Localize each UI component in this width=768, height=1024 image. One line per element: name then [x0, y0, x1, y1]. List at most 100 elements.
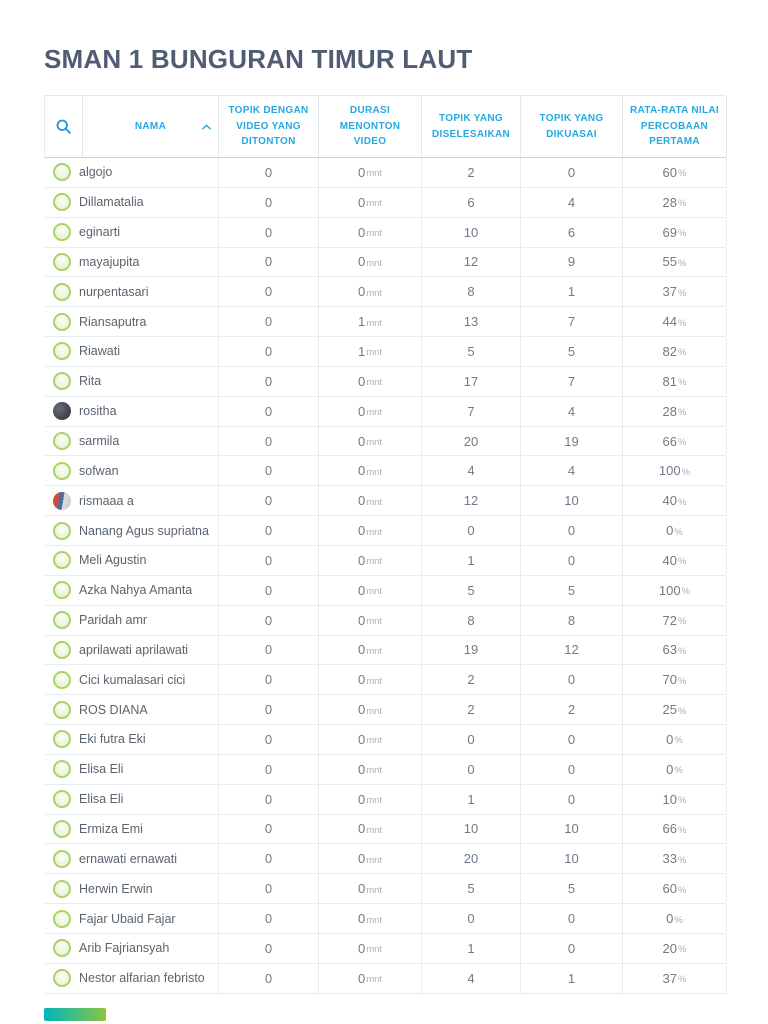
cell-nilai-value: 20 [662, 940, 677, 956]
table-row[interactable]: sarmila 0 0 mnt 20 19 66% [45, 426, 727, 457]
cell-nilai-value: 66 [662, 433, 677, 449]
cell-topik-video: 0 [219, 963, 319, 993]
cell-durasi-unit: mnt [366, 616, 383, 628]
table-row[interactable]: rismaaa a 0 0 mnt 12 10 40% [45, 486, 727, 517]
cell-durasi-value: 0 [357, 403, 366, 419]
table-row[interactable]: ROS DIANA 0 0 mnt 2 2 25% [45, 695, 727, 726]
column-header-nilai[interactable]: RATA-RATA NILAI PERCOBAAN PERTAMA [623, 96, 727, 157]
cell-durasi-value: 0 [357, 493, 366, 509]
table-row[interactable]: Riansaputra 0 1 mnt 13 7 44% [45, 307, 727, 338]
student-avatar [53, 223, 71, 242]
table-row[interactable]: rositha 0 0 mnt 7 4 28% [45, 396, 727, 427]
cell-nilai-value: 25 [662, 702, 677, 718]
cell-topik-video: 0 [219, 545, 319, 575]
table-row[interactable]: Eki futra Eki 0 0 mnt 0 0 0% [45, 725, 727, 755]
table-row[interactable]: Meli Agustin 0 0 mnt 1 0 40% [45, 545, 727, 576]
cell-durasi-unit: mnt [366, 705, 383, 717]
cell-topik-video: 0 [219, 635, 319, 665]
column-header-dikuasai[interactable]: TOPIK YANG DIKUASAI [521, 96, 623, 157]
table-row[interactable]: Fajar Ubaid Fajar 0 0 mnt 0 0 0% [45, 904, 727, 934]
cell-nilai-value: 66 [662, 821, 677, 837]
student-name: ROS DIANA [79, 702, 148, 717]
table-row[interactable]: sofwan 0 0 mnt 4 4 100% [45, 456, 727, 487]
cell-durasi-unit: mnt [366, 466, 383, 478]
student-name: sofwan [79, 463, 119, 478]
cell-selesai: 5 [422, 575, 521, 605]
cell-nilai: 37% [623, 963, 727, 993]
cell-durasi-unit: mnt [366, 526, 383, 538]
cell-nilai: 40% [623, 545, 727, 575]
cell-durasi-unit: mnt [366, 675, 383, 687]
table-row[interactable]: Elisa Eli 0 0 mnt 0 0 0% [45, 754, 727, 785]
cell-nilai-value: 28 [662, 194, 677, 210]
cell-name: rositha [45, 396, 219, 426]
student-avatar [53, 611, 71, 630]
cell-name: Meli Agustin [45, 545, 219, 575]
cell-durasi-value: 0 [357, 523, 366, 539]
column-header-nama[interactable]: NAMA [83, 96, 219, 157]
table-row[interactable]: Cici kumalasari cici 0 0 mnt 2 0 70% [45, 665, 727, 696]
table-row[interactable]: nurpentasari 0 0 mnt 8 1 37% [45, 277, 727, 308]
cell-dikuasai: 6 [521, 217, 623, 247]
table-row[interactable]: ernawati ernawati 0 0 mnt 20 10 33% [45, 844, 727, 875]
cell-nilai: 60% [623, 158, 727, 187]
cell-nilai-unit: % [674, 914, 683, 926]
cell-durasi-unit: mnt [366, 914, 383, 926]
student-avatar [53, 939, 71, 958]
table-row[interactable]: Paridah amr 0 0 mnt 8 8 72% [45, 605, 727, 636]
cell-nilai-value: 0 [666, 731, 674, 747]
table-row[interactable]: Arib Fajriansyah 0 0 mnt 1 0 20% [45, 933, 727, 964]
cell-selesai: 1 [422, 933, 521, 963]
cell-dikuasai: 7 [521, 307, 623, 337]
student-name: Herwin Erwin [79, 881, 153, 896]
cell-durasi: 0 mnt [319, 963, 422, 993]
column-header-selesai[interactable]: TOPIK YANG DISELESAIKAN [422, 96, 521, 157]
student-avatar [53, 342, 71, 361]
table-row[interactable]: Herwin Erwin 0 0 mnt 5 5 60% [45, 874, 727, 905]
student-avatar [53, 551, 71, 570]
table-row[interactable]: mayajupita 0 0 mnt 12 9 55% [45, 247, 727, 278]
cell-topik-video: 0 [219, 426, 319, 456]
student-avatar [53, 700, 71, 719]
cell-durasi-unit: mnt [366, 407, 383, 419]
cell-durasi: 0 mnt [319, 874, 422, 904]
cell-selesai: 4 [422, 963, 521, 993]
cell-name: sofwan [45, 456, 219, 486]
cell-selesai: 10 [422, 814, 521, 844]
column-header-topik-video[interactable]: TOPIK DENGAN VIDEO YANG DITONTON [219, 96, 319, 157]
cell-nilai: 63% [623, 635, 727, 665]
table-row[interactable]: Elisa Eli 0 0 mnt 1 0 10% [45, 784, 727, 815]
student-name: sarmila [79, 434, 120, 449]
student-avatar [53, 521, 71, 540]
cell-durasi-unit: mnt [366, 765, 383, 777]
cell-topik-video: 0 [219, 784, 319, 814]
cell-durasi-value: 0 [357, 582, 366, 598]
table-row[interactable]: eginarti 0 0 mnt 10 6 69% [45, 217, 727, 248]
cell-nilai-unit: % [678, 287, 687, 299]
table-row[interactable]: Nestor alfarian febristo 0 0 mnt 4 1 37% [45, 963, 727, 994]
cell-selesai: 12 [422, 247, 521, 277]
column-header-durasi[interactable]: DURASI MENONTON VIDEO [319, 96, 422, 157]
cell-durasi-value: 0 [357, 881, 366, 897]
student-name: aprilawati aprilawati [79, 642, 189, 657]
student-avatar [53, 819, 71, 838]
cell-selesai: 0 [422, 725, 521, 754]
cell-topik-video: 0 [219, 844, 319, 874]
table-row[interactable]: Ermiza Emi 0 0 mnt 10 10 66% [45, 814, 727, 845]
cell-durasi: 0 mnt [319, 396, 422, 426]
table-row[interactable]: Azka Nahya Amanta 0 0 mnt 5 5 100% [45, 575, 727, 606]
cell-durasi-unit: mnt [366, 824, 383, 836]
search-button[interactable] [45, 96, 83, 157]
cell-dikuasai: 4 [521, 187, 623, 217]
cell-selesai: 5 [422, 874, 521, 904]
table-row[interactable]: algojo 0 0 mnt 2 0 60% [45, 158, 727, 188]
student-avatar [53, 670, 71, 689]
table-row[interactable]: aprilawati aprilawati 0 0 mnt 19 12 63% [45, 635, 727, 666]
cell-topik-video: 0 [219, 725, 319, 754]
cell-name: Cici kumalasari cici [45, 665, 219, 695]
student-name: Dillamatalia [79, 195, 144, 210]
table-row[interactable]: Dillamatalia 0 0 mnt 6 4 28% [45, 187, 727, 218]
table-row[interactable]: Rita 0 0 mnt 17 7 81% [45, 366, 727, 397]
table-row[interactable]: Nanang Agus supriatna 0 0 mnt 0 0 0% [45, 516, 727, 546]
table-row[interactable]: Riawati 0 1 mnt 5 5 82% [45, 337, 727, 367]
